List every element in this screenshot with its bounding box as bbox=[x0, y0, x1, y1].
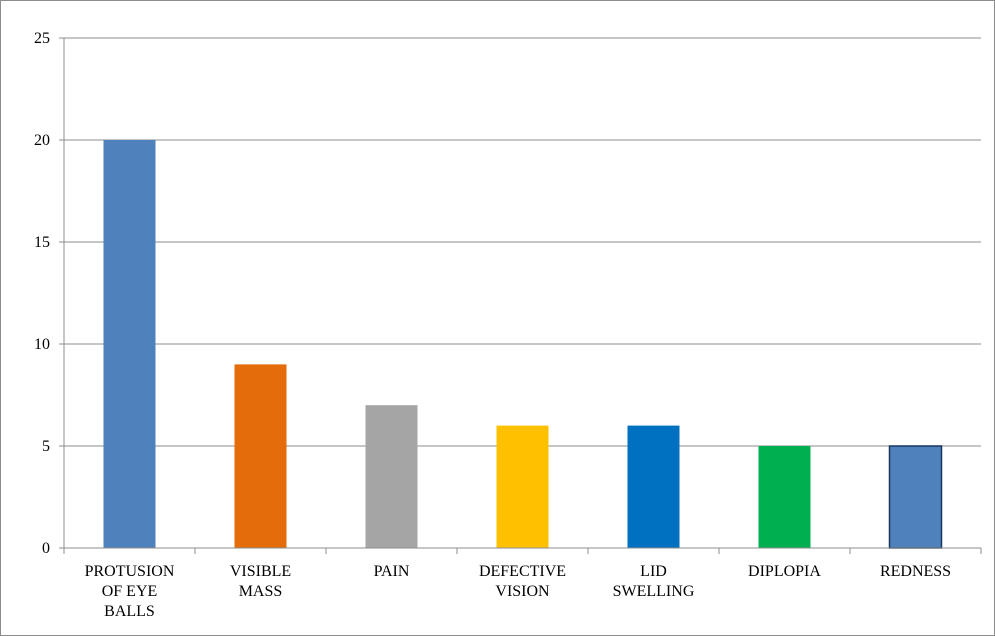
y-tick-label: 20 bbox=[34, 132, 50, 149]
x-category-label-line: VISIBLE bbox=[230, 563, 291, 580]
y-tick-label: 5 bbox=[42, 438, 50, 455]
x-category-label-line: MASS bbox=[239, 583, 283, 600]
bar-visible-mass bbox=[234, 364, 287, 548]
x-category-label: VISIBLE MASS bbox=[230, 563, 291, 600]
bar-pain bbox=[365, 405, 418, 548]
y-tick-label: 0 bbox=[42, 540, 50, 557]
x-category-label-line: BALLS bbox=[104, 603, 155, 620]
x-category-label: PAIN bbox=[374, 563, 410, 580]
x-category-label: LID SWELLING bbox=[613, 563, 695, 600]
x-category-label: DEFECTIVE VISION bbox=[479, 563, 566, 600]
y-tick-label: 25 bbox=[34, 30, 50, 47]
bar-redness bbox=[888, 445, 943, 549]
bar-lid-swelling bbox=[627, 425, 680, 548]
gridlines bbox=[64, 37, 981, 447]
x-category-label: DIPLOPIA bbox=[748, 563, 821, 580]
y-tick-label: 15 bbox=[34, 234, 50, 251]
x-category-label: REDNESS bbox=[880, 563, 951, 580]
x-category-label-line: LID bbox=[640, 563, 667, 580]
bar-diplopia bbox=[758, 446, 811, 548]
x-category-label-line: VISION bbox=[495, 583, 550, 600]
y-axis-tick-labels: 0 5 10 15 20 25 bbox=[34, 30, 50, 557]
x-category-label-line: DIPLOPIA bbox=[748, 563, 821, 580]
x-category-label: PROTUSION OF EYE BALLS bbox=[85, 563, 175, 620]
x-category-label-line: OF EYE bbox=[102, 583, 158, 600]
x-category-label-line: SWELLING bbox=[613, 583, 695, 600]
bar-protusion-of-eye-balls bbox=[103, 140, 156, 548]
y-tick-label: 10 bbox=[34, 336, 50, 353]
axes bbox=[59, 37, 982, 554]
bars bbox=[103, 140, 943, 549]
x-category-label-line: REDNESS bbox=[880, 563, 951, 580]
x-category-label-line: PAIN bbox=[374, 563, 410, 580]
bar-defective-vision bbox=[496, 425, 549, 548]
x-category-label-line: PROTUSION bbox=[85, 563, 175, 580]
x-category-label-line: DEFECTIVE bbox=[479, 563, 566, 580]
x-axis-category-labels: PROTUSION OF EYE BALLS VISIBLE MASS PAIN DEFEC… bbox=[85, 563, 951, 620]
